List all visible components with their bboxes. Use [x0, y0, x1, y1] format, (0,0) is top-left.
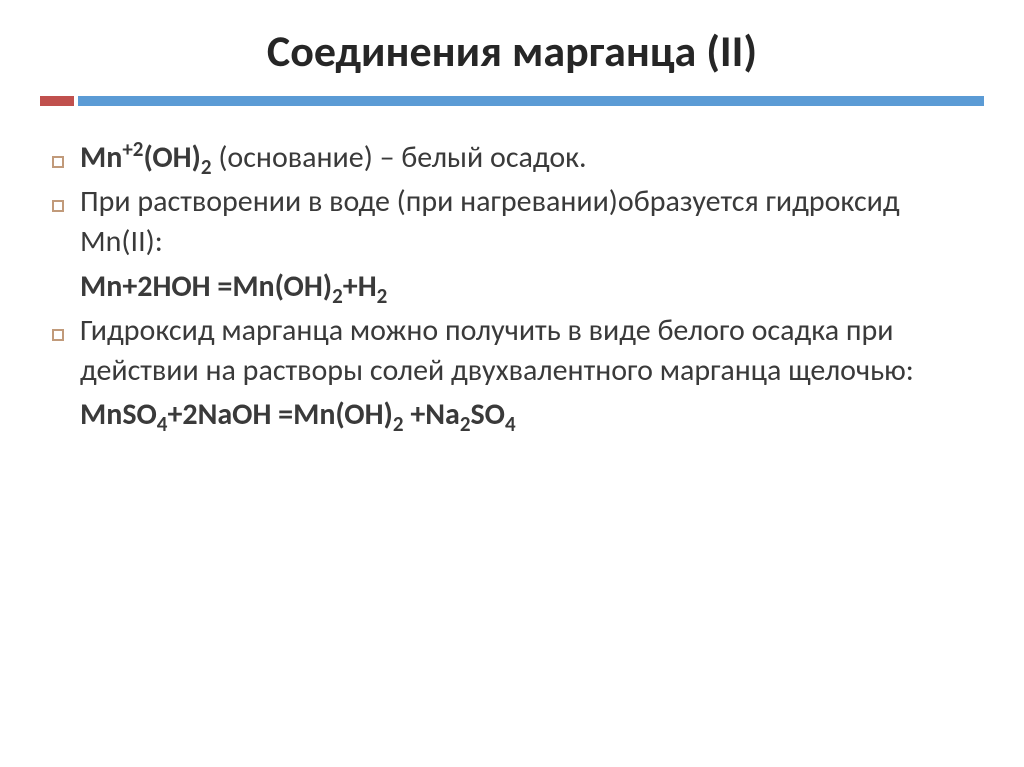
bullet-marker-icon — [52, 311, 80, 347]
bullet-item: Mn+2(OH)2 (основание) – белый осадок. — [52, 138, 976, 178]
bullet-item: Гидроксид марганца можно получить в виде… — [52, 311, 976, 391]
bullet-item: При растворении в воде (при нагревании)о… — [52, 182, 976, 262]
bullet-text: При растворении в воде (при нагревании)о… — [80, 182, 976, 262]
content-area: Mn+2(OH)2 (основание) – белый осадок.При… — [40, 138, 984, 435]
bullet-marker-icon — [52, 182, 80, 218]
indented-line: Mn+2HOH =Mn(OH)2+H2 — [52, 267, 976, 307]
bullet-marker-icon — [52, 138, 80, 174]
slide-title: Соединения марганца (II) — [40, 24, 984, 78]
divider-bar — [40, 96, 984, 106]
bullet-text: Гидроксид марганца можно получить в виде… — [80, 311, 976, 391]
divider-main — [78, 96, 984, 106]
slide: Соединения марганца (II) Mn+2(OH)2 (осно… — [0, 0, 1024, 767]
bullet-text: Mn+2(OH)2 (основание) – белый осадок. — [80, 138, 587, 178]
indented-line: MnSO4+2NaOH =Mn(OH)2 +Na2SO4 — [52, 395, 976, 435]
divider-accent — [40, 96, 74, 106]
